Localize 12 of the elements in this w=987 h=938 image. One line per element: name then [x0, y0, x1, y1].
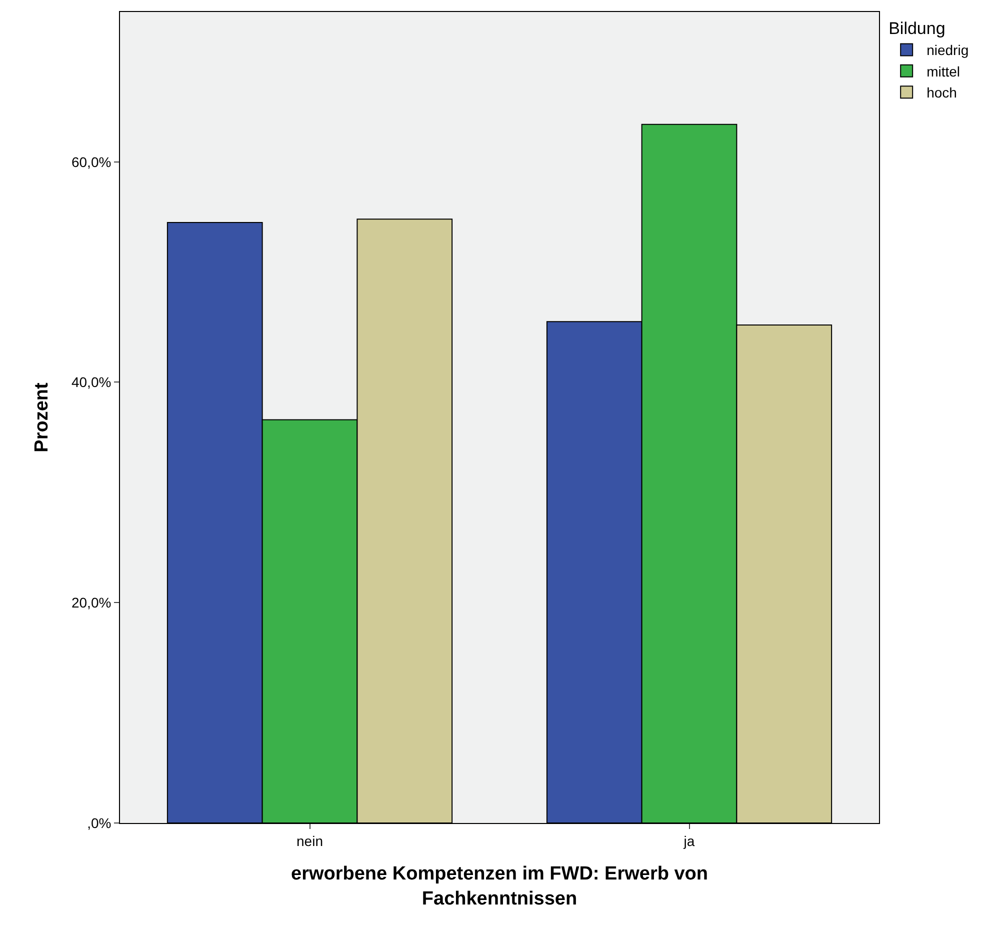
x-tick-label: ja: [682, 832, 695, 849]
y-tick-label: 60,0%: [71, 154, 112, 170]
y-tick-label: 20,0%: [71, 594, 112, 611]
legend-label: mittel: [926, 63, 960, 80]
y-tick-label: 40,0%: [71, 374, 112, 390]
y-tick-label: ,0%: [87, 814, 112, 831]
x-axis-title: erworbene Kompetenzen im FWD: Erwerb von Fachkenntnissen: [291, 864, 708, 910]
x-tick-label: nein: [296, 832, 323, 849]
y-axis-title: Prozent: [31, 382, 52, 452]
legend-title: Bildung: [888, 19, 946, 38]
legend-label: niedrig: [926, 42, 969, 58]
legend-label: hoch: [926, 84, 957, 101]
